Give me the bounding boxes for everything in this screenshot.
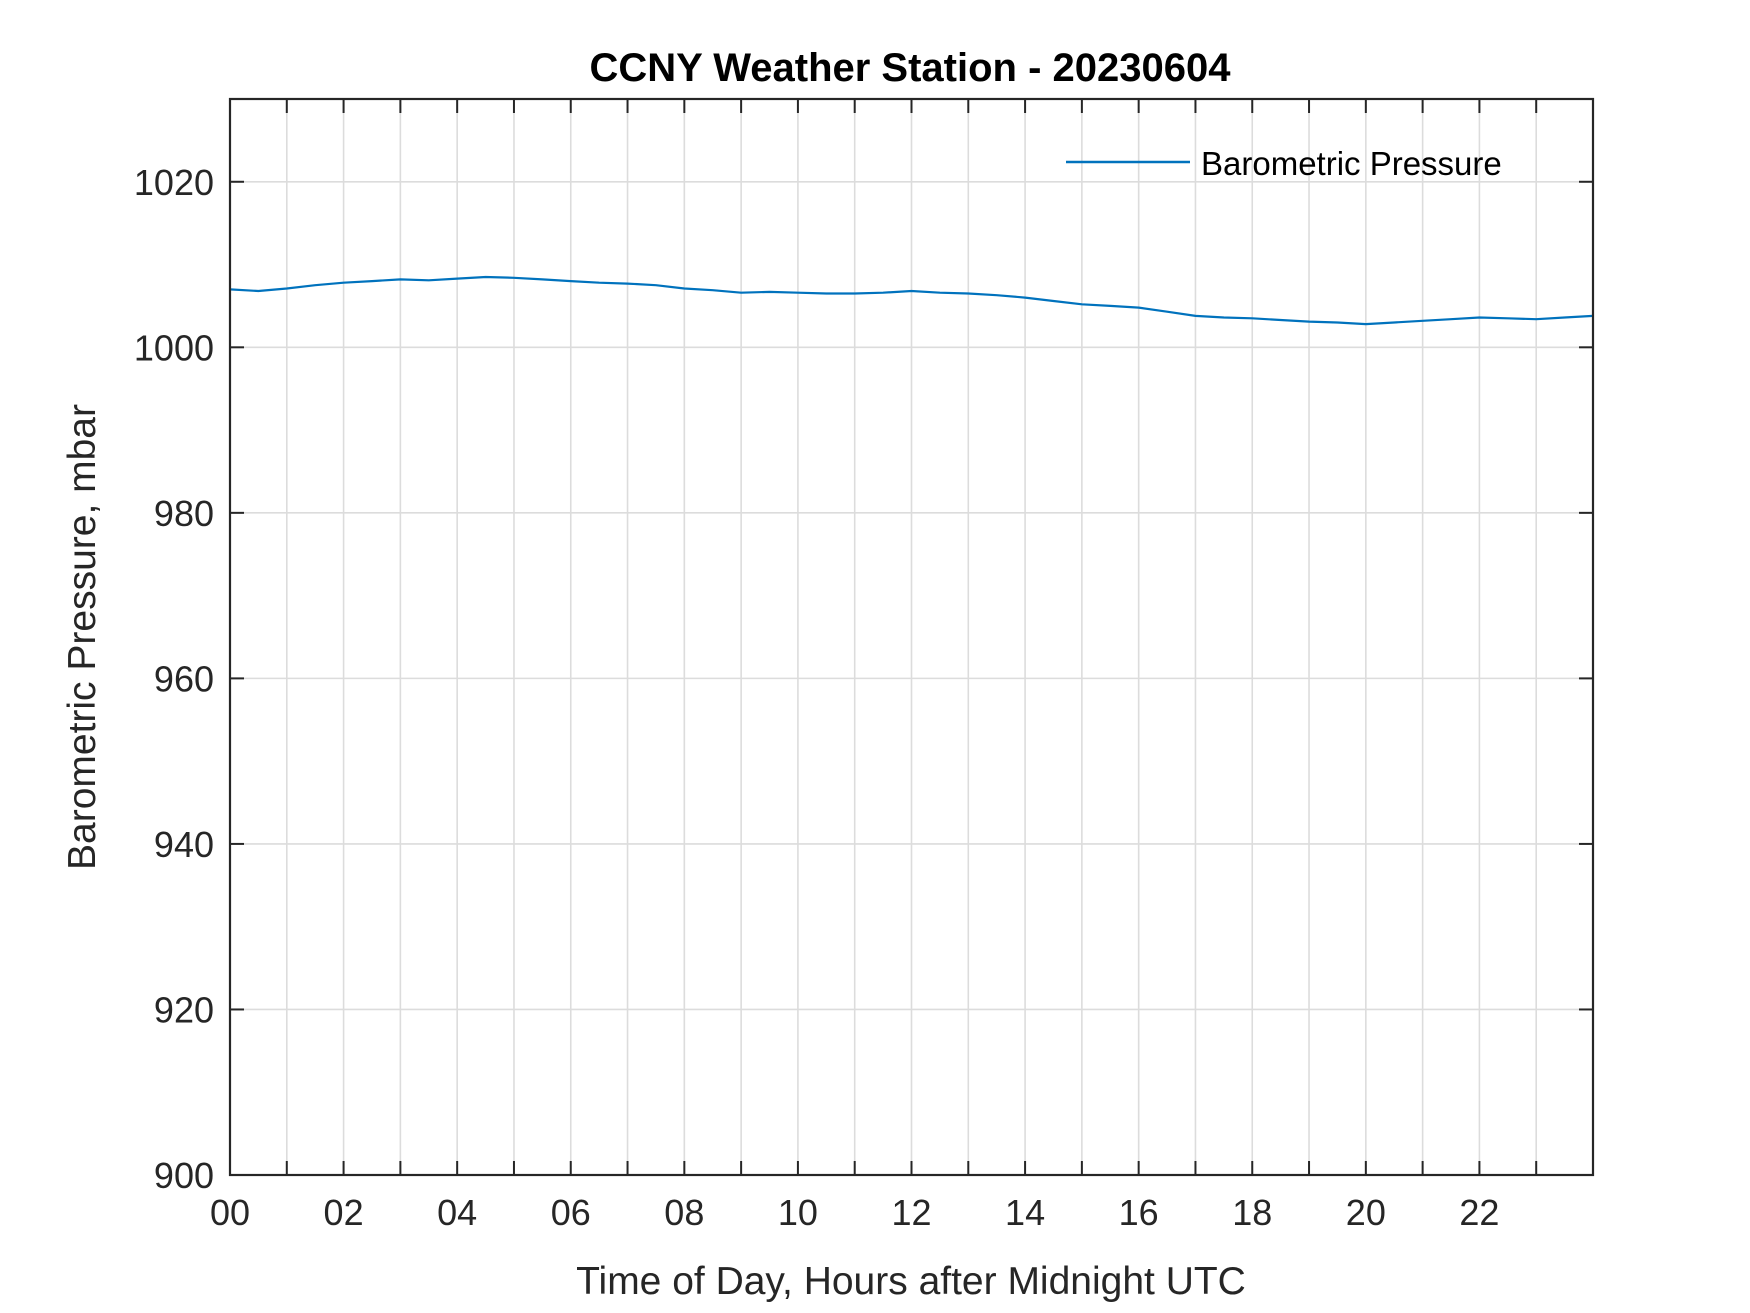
x-tick-labels: 00 02 04 06 08 10 12 14 16 18 20 22: [210, 1192, 1499, 1233]
x-tick-label: 14: [1005, 1192, 1045, 1233]
x-tick-label: 20: [1346, 1192, 1386, 1233]
x-axis-label: Time of Day, Hours after Midnight UTC: [576, 1260, 1246, 1303]
y-tick-label: 900: [154, 1155, 214, 1196]
x-tick-label: 10: [778, 1192, 818, 1233]
x-tick-label: 02: [324, 1192, 364, 1233]
x-tick-label: 04: [437, 1192, 477, 1233]
x-tick-label: 16: [1119, 1192, 1159, 1233]
y-tick-labels: 900 920 940 960 980 1000 1020: [134, 162, 214, 1196]
y-tick-label: 980: [154, 493, 214, 534]
x-tick-label: 18: [1232, 1192, 1272, 1233]
ticks: [230, 99, 1593, 1176]
y-tick-label: 1020: [134, 162, 214, 203]
y-tick-label: 960: [154, 658, 214, 699]
y-tick-label: 920: [154, 989, 214, 1030]
x-tick-label: 08: [664, 1192, 704, 1233]
x-tick-label: 06: [551, 1192, 591, 1233]
series-line-barometric-pressure: [229, 275, 1594, 326]
chart-title: CCNY Weather Station - 20230604: [590, 46, 1232, 90]
x-tick-label: 22: [1459, 1192, 1499, 1233]
y-tick-label: 940: [154, 824, 214, 865]
y-axis-label: Barometric Pressure, mbar: [61, 404, 104, 870]
x-tick-label: 00: [210, 1192, 250, 1233]
legend: Barometric Pressure: [1066, 145, 1502, 182]
grid: [230, 99, 1593, 1175]
legend-entry-label: Barometric Pressure: [1201, 145, 1502, 182]
y-tick-label: 1000: [134, 327, 214, 368]
plot-frame: [228, 97, 1595, 1177]
x-tick-label: 12: [891, 1192, 931, 1233]
series-layer: [229, 275, 1594, 326]
